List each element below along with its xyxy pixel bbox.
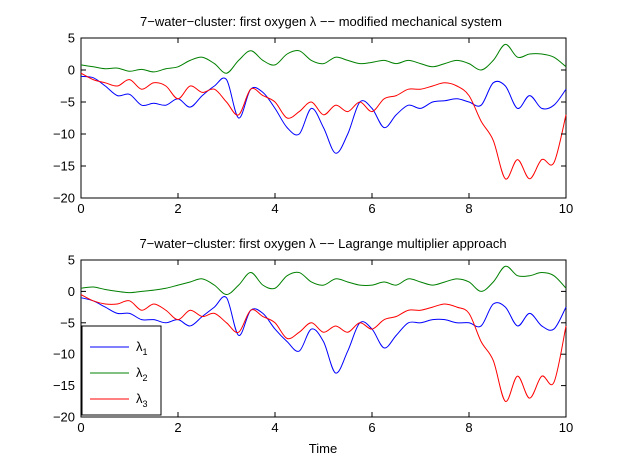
- tick-layer: 0 2 4 6 8 10 5 0 −5 −10 −15 −20: [53, 31, 573, 217]
- y-tick-label: 0: [68, 284, 75, 299]
- series-line-3: [80, 72, 567, 180]
- y-tick-label: −5: [60, 315, 75, 330]
- series-line-1: [80, 75, 567, 154]
- plot-area: [80, 259, 567, 418]
- x-tick-label: 6: [368, 201, 375, 216]
- series-line-2: [80, 265, 567, 296]
- chart-top: 7−water−cluster: first oxygen λ −− modif…: [53, 14, 573, 216]
- x-axis-label: Time: [309, 441, 337, 456]
- legend: λ1 λ2 λ3: [81, 325, 162, 416]
- legend-label-1: λ1: [136, 339, 148, 357]
- legend-box: [81, 325, 162, 416]
- x-tick-label: 8: [465, 420, 472, 435]
- series-line-2: [80, 43, 567, 74]
- y-tick-label: −20: [53, 410, 75, 425]
- series-layer: [80, 43, 567, 180]
- series-layer: [80, 265, 567, 402]
- legend-label-2: λ2: [136, 365, 148, 383]
- y-tick-label: −10: [53, 127, 75, 142]
- x-tick-label: 0: [77, 201, 84, 216]
- y-tick-label: −10: [53, 347, 75, 362]
- legend-label-3: λ3: [136, 391, 148, 409]
- x-tick-label: 10: [559, 420, 573, 435]
- x-tick-label: 2: [174, 420, 181, 435]
- series-line-3: [80, 294, 567, 402]
- series-line-1: [80, 296, 567, 374]
- legend-entry-3: λ3: [90, 391, 148, 409]
- chart-title: 7−water−cluster: first oxygen λ −− modif…: [140, 14, 502, 29]
- x-tick-label: 4: [271, 201, 278, 216]
- y-tick-label: 5: [68, 253, 75, 268]
- y-tick-label: 5: [68, 31, 75, 46]
- y-tick-label: −20: [53, 191, 75, 206]
- x-tick-label: 4: [271, 420, 278, 435]
- x-tick-label: 0: [77, 420, 84, 435]
- x-tick-label: 8: [465, 201, 472, 216]
- chart-bottom: 7−water−cluster: first oxygen λ −− Lagra…: [53, 236, 573, 456]
- tick-layer: 0 2 4 6 8 10 5 0 −5 −10 −15 −20: [53, 253, 573, 436]
- chart-title: 7−water−cluster: first oxygen λ −− Lagra…: [139, 236, 506, 251]
- y-tick-label: −15: [53, 378, 75, 393]
- y-tick-label: −5: [60, 95, 75, 110]
- x-tick-label: 6: [368, 420, 375, 435]
- plot-area: [80, 37, 567, 199]
- legend-entry-1: λ1: [90, 339, 148, 357]
- y-tick-label: 0: [68, 63, 75, 78]
- legend-entry-2: λ2: [90, 365, 148, 383]
- x-tick-label: 2: [174, 201, 181, 216]
- y-tick-label: −15: [53, 159, 75, 174]
- x-tick-label: 10: [559, 201, 573, 216]
